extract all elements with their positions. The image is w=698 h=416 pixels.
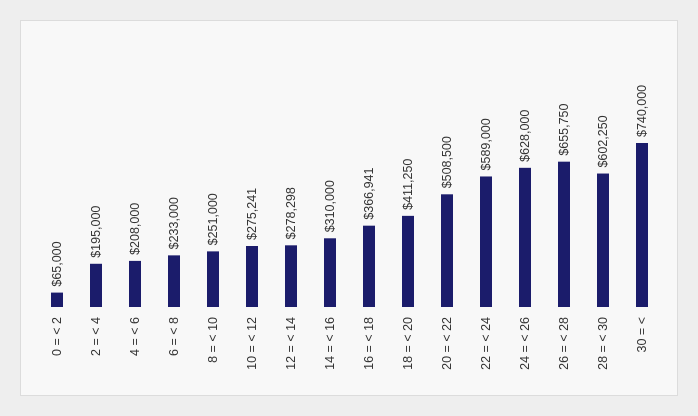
data-label-13: $655,750 [557, 103, 571, 155]
data-label-15: $740,000 [635, 85, 649, 137]
data-label-12: $628,000 [518, 110, 532, 162]
bar-6 [285, 245, 297, 307]
data-label-6: $278,298 [284, 187, 298, 239]
bar-4 [207, 251, 219, 307]
bar-0 [51, 292, 63, 307]
x-tick-label-15: 30 = < [635, 317, 649, 352]
bars-group [51, 143, 648, 307]
x-tick-label-6: 12 = < 14 [284, 317, 298, 370]
chart-panel: $65,000 $195,000 $208,000 $233,000 $251,000 $… [20, 20, 678, 396]
bar-8 [363, 225, 375, 307]
data-labels-group: $65,000 $195,000 $208,000 $233,000 $251,000 $… [50, 85, 649, 287]
bar-chart: $65,000 $195,000 $208,000 $233,000 $251,000 $… [50, 85, 649, 370]
data-label-11: $589,000 [479, 118, 493, 170]
x-tick-label-5: 10 = < 12 [245, 317, 259, 370]
x-tick-labels-group: 0 = < 2 2 = < 4 4 = < 6 6 = < 8 8 = < 10 10 =… [50, 317, 649, 370]
data-label-0: $65,000 [50, 241, 64, 286]
bar-10 [441, 194, 453, 307]
x-tick-label-7: 14 = < 16 [323, 317, 337, 370]
data-label-4: $251,000 [206, 193, 220, 245]
bar-1 [90, 263, 102, 307]
bar-2 [129, 260, 141, 307]
data-label-7: $310,000 [323, 180, 337, 232]
x-tick-label-10: 20 = < 22 [440, 317, 454, 370]
bar-5 [246, 246, 258, 307]
data-label-2: $208,000 [128, 203, 142, 255]
x-tick-label-0: 0 = < 2 [50, 317, 64, 356]
bar-11 [480, 176, 492, 307]
bar-13 [558, 161, 570, 307]
bar-3 [168, 255, 180, 307]
x-tick-label-1: 2 = < 4 [89, 317, 103, 356]
data-label-1: $195,000 [89, 206, 103, 258]
x-tick-label-12: 24 = < 26 [518, 317, 532, 370]
data-label-14: $602,250 [596, 115, 610, 167]
x-tick-label-9: 18 = < 20 [401, 317, 415, 370]
bar-7 [324, 238, 336, 307]
x-tick-label-14: 28 = < 30 [596, 317, 610, 370]
x-tick-label-2: 4 = < 6 [128, 317, 142, 356]
data-label-8: $366,941 [362, 167, 376, 219]
x-tick-label-13: 26 = < 28 [557, 317, 571, 370]
x-tick-label-11: 22 = < 24 [479, 317, 493, 370]
x-tick-label-8: 16 = < 18 [362, 317, 376, 370]
data-label-10: $508,500 [440, 136, 454, 188]
data-label-5: $275,241 [245, 188, 259, 240]
bar-14 [597, 173, 609, 307]
bar-15 [636, 143, 648, 307]
data-label-9: $411,250 [401, 159, 415, 210]
x-tick-label-3: 6 = < 8 [167, 317, 181, 356]
data-label-3: $233,000 [167, 197, 181, 249]
bar-9 [402, 215, 414, 307]
bar-12 [519, 167, 531, 307]
x-tick-label-4: 8 = < 10 [206, 317, 220, 363]
